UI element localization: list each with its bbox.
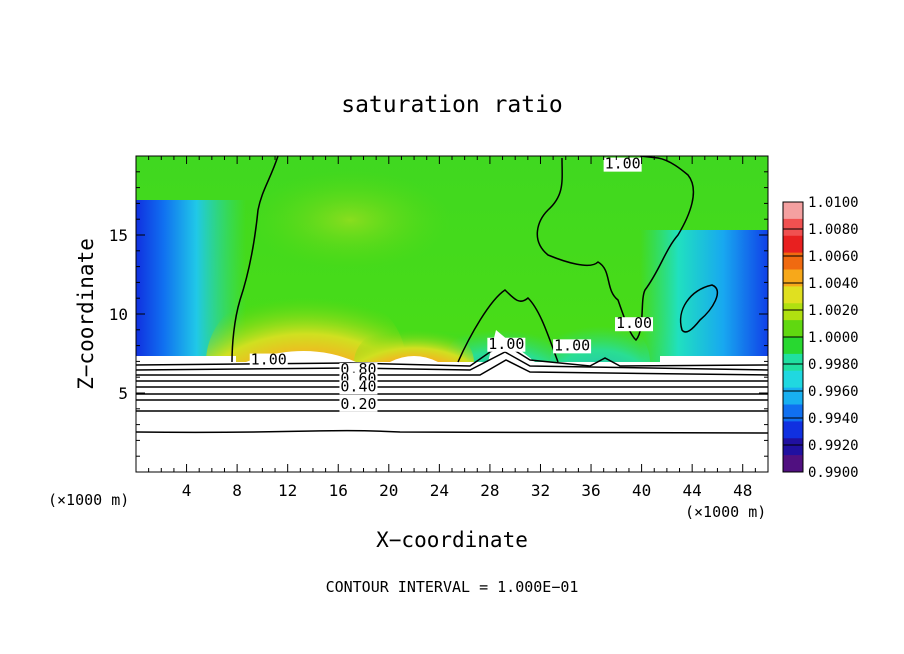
contour-label-bg xyxy=(553,339,592,354)
colorbar-segment xyxy=(783,353,803,372)
x-axis: 4 8 12 16 20 24 28 32 36 40 44 48 xyxy=(148,156,756,500)
y-axis-label: Z−coordinate xyxy=(74,238,98,390)
contour-line xyxy=(136,429,768,434)
colorbar-label: 0.9900 xyxy=(808,465,859,481)
contour-label: 1.00 xyxy=(488,335,524,353)
contour-label: 1.00 xyxy=(605,155,641,173)
x-tick-label: 4 xyxy=(182,481,192,500)
contour-line xyxy=(136,344,768,367)
contour-label-group: 1.001.001.000.800.600.400.201.001.00 xyxy=(249,155,654,413)
colorbar-segment xyxy=(783,438,803,456)
contour-interval-note: CONTOUR INTERVAL = 1.000E−01 xyxy=(326,578,579,596)
subsaturated-right-edge xyxy=(640,230,768,362)
colorbar-segment xyxy=(783,202,803,220)
x-tick-label: 48 xyxy=(733,481,752,500)
x-tick-label: 24 xyxy=(430,481,449,500)
contour-label-bg xyxy=(603,157,642,172)
colorbar-segment xyxy=(783,286,803,304)
x-tick-label: 32 xyxy=(531,481,550,500)
contour-line xyxy=(136,351,768,371)
x-tick-label: 28 xyxy=(480,481,499,500)
contour-label-bg xyxy=(339,397,378,412)
colorbar-segment xyxy=(783,370,803,389)
x-tick-label: 20 xyxy=(379,481,398,500)
colorbar-label: 1.0080 xyxy=(808,222,859,238)
left-white-strip xyxy=(136,356,236,364)
colorbar-segment xyxy=(783,404,803,422)
contour-label-bg xyxy=(339,380,378,395)
colorbar-segment xyxy=(783,218,803,237)
colorbar-segment xyxy=(783,455,803,473)
colorbar-segment xyxy=(783,269,803,287)
contour-line xyxy=(457,289,559,363)
colorbar-segment xyxy=(783,303,803,321)
x-unit-right: (×1000 m) xyxy=(685,503,766,521)
colorbar-segment xyxy=(783,252,803,270)
contour-label: 0.20 xyxy=(340,395,376,413)
x-unit-left: (×1000 m) xyxy=(48,491,129,509)
colorbar-label: 1.0020 xyxy=(808,303,859,319)
colorbar-label: 0.9960 xyxy=(808,384,859,400)
colorbar: 1.0100 1.0080 1.0060 1.0040 1.0020 1.0000 0.99… xyxy=(782,195,859,481)
x-tick-label: 16 xyxy=(329,481,348,500)
lower-white-layer xyxy=(136,362,768,472)
colorbar-label: 0.9980 xyxy=(808,357,859,373)
colorbar-label: 1.0000 xyxy=(808,330,859,346)
contour-label: 0.40 xyxy=(340,377,376,395)
right-white-strip xyxy=(660,356,768,364)
yellow-green-patch xyxy=(250,170,450,270)
contour-label-bg xyxy=(487,337,526,352)
contour-label: 1.00 xyxy=(251,351,287,369)
x-tick-label: 44 xyxy=(683,481,702,500)
x-axis-label: X−coordinate xyxy=(376,528,528,552)
y-tick-label: 10 xyxy=(109,305,128,324)
colorbar-label: 1.0040 xyxy=(808,276,859,292)
y-tick-label: 5 xyxy=(118,384,128,403)
colorbar-segment xyxy=(783,235,803,254)
colorbar-label: 1.0060 xyxy=(808,249,859,265)
white-cap xyxy=(390,356,438,362)
colorbar-label: 1.0100 xyxy=(808,195,859,211)
plot-area: 1.001.001.000.800.600.400.201.001.00 xyxy=(136,155,768,472)
colorbar-label: 0.9940 xyxy=(808,411,859,427)
contour-label: 1.00 xyxy=(616,314,652,332)
contour-line xyxy=(536,156,695,342)
contour-label: 1.00 xyxy=(554,336,590,354)
colorbar-segment xyxy=(783,421,803,439)
colorbar-segment xyxy=(783,337,803,355)
x-tick-label: 40 xyxy=(632,481,651,500)
colorbar-label: 0.9920 xyxy=(808,438,859,454)
x-tick-label: 36 xyxy=(581,481,600,500)
colorbar-segment xyxy=(783,387,803,405)
contour-line xyxy=(231,156,279,363)
x-tick-label: 8 xyxy=(232,481,242,500)
x-tick-label: 12 xyxy=(278,481,297,500)
colorbar-segment xyxy=(783,320,803,338)
contour-label-bg xyxy=(249,353,288,368)
y-tick-label: 15 xyxy=(109,226,128,245)
contour-line xyxy=(679,284,719,333)
y-axis: 5 10 15 xyxy=(109,171,768,457)
chart-title: saturation ratio xyxy=(341,92,563,118)
contour-label-bg xyxy=(615,317,654,332)
